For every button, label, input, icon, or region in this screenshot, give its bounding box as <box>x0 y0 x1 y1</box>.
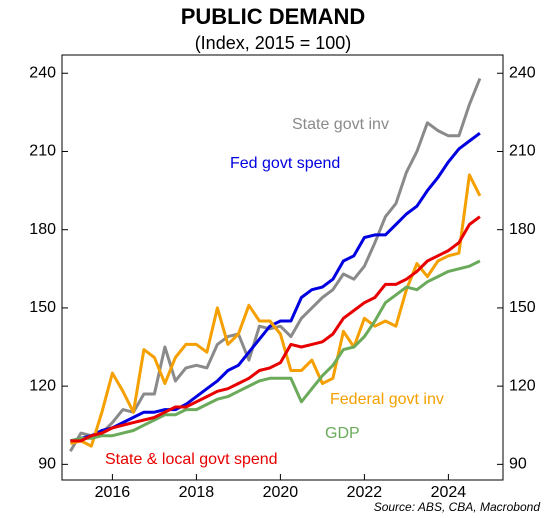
series-label: State & local govt spend <box>105 451 278 468</box>
y2-tick-label: 150 <box>509 299 536 316</box>
y-tick-label: 210 <box>29 143 56 160</box>
series-label: Federal govt inv <box>330 391 444 408</box>
y-tick-label: 90 <box>38 456 56 473</box>
chart-subtitle: (Index, 2015 = 100) <box>195 33 352 53</box>
y2-tick-label: 210 <box>509 143 536 160</box>
x-tick-label: 2016 <box>95 484 131 501</box>
y2-tick-label: 120 <box>509 377 536 394</box>
series-label: Fed govt spend <box>230 155 340 172</box>
y-tick-label: 150 <box>29 299 56 316</box>
x-tick-label: 2018 <box>179 484 215 501</box>
y2-tick-label: 90 <box>509 456 527 473</box>
source-note: Source: ABS, CBA, Macrobond <box>374 500 541 514</box>
x-tick-label: 2024 <box>431 484 467 501</box>
x-tick-label: 2022 <box>347 484 383 501</box>
series-line <box>70 131 481 443</box>
plot-frame <box>61 54 504 481</box>
y2-tick-label: 180 <box>509 221 536 238</box>
x-tick-label: 2020 <box>263 484 299 501</box>
y-tick-label: 120 <box>29 377 56 394</box>
series-label: State govt inv <box>292 116 389 133</box>
series-line <box>70 259 481 443</box>
y-tick-label: 180 <box>29 221 56 238</box>
series-label: GDP <box>325 425 360 442</box>
y-tick-label: 240 <box>29 64 56 81</box>
y2-tick-label: 240 <box>509 64 536 81</box>
series-line <box>70 215 481 443</box>
chart-title: PUBLIC DEMAND <box>181 4 366 29</box>
